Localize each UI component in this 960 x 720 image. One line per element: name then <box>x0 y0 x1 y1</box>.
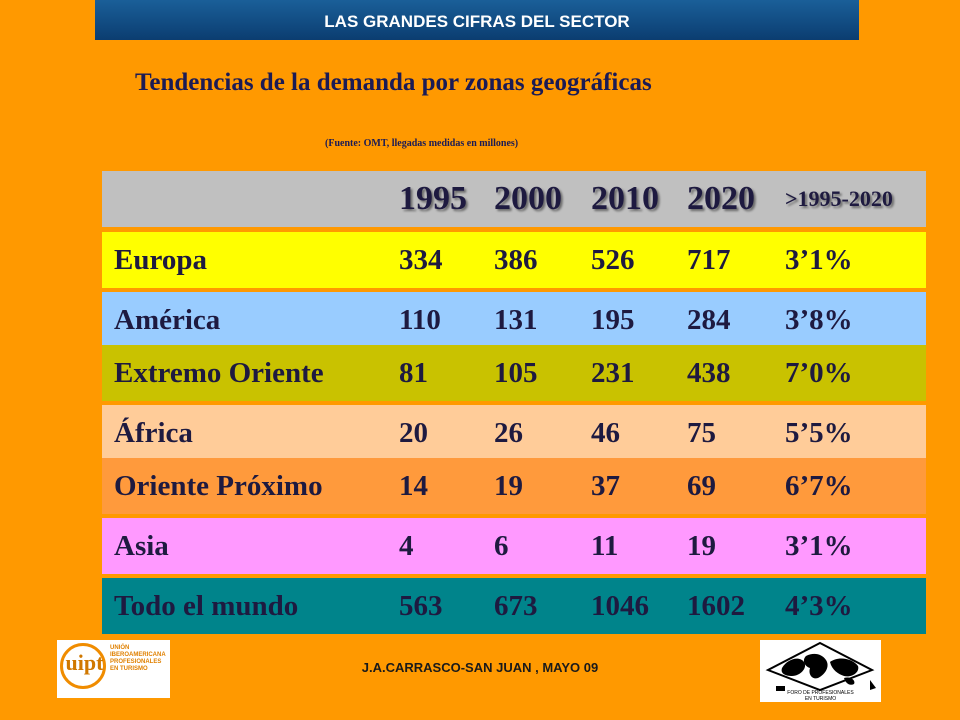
value-1995: 81 <box>399 357 428 389</box>
uipt-logo: uipt UNIÓN IBEROAMERICANA PROFESIONALES … <box>57 640 170 698</box>
value-2020: 75 <box>687 417 716 449</box>
table-row-todo-el-mundo: Todo el mundo 563 673 1046 1602 4’3% <box>102 578 926 634</box>
zone-label: Europa <box>114 244 207 276</box>
zone-label: Oriente Próximo <box>114 470 323 502</box>
value-2000: 673 <box>494 590 538 622</box>
table-header-row: 1995 2000 2010 2020 >1995-2020 <box>102 171 926 227</box>
column-header-2010: 2010 <box>591 180 659 217</box>
value-2010: 46 <box>591 417 620 449</box>
value-growth: 3’1% <box>785 530 853 562</box>
zone-label: América <box>114 304 221 336</box>
table-row-europa: Europa 334 386 526 717 3’1% <box>102 232 926 288</box>
slide-title: Tendencias de la demanda por zonas geogr… <box>135 69 652 96</box>
table-row-america: América 110 131 195 284 3’8% <box>102 292 926 348</box>
value-2000: 19 <box>494 470 523 502</box>
value-1995: 563 <box>399 590 443 622</box>
value-2000: 26 <box>494 417 523 449</box>
value-2010: 526 <box>591 244 635 276</box>
value-growth: 6’7% <box>785 470 853 502</box>
zone-label: Extremo Oriente <box>114 357 324 389</box>
value-1995: 20 <box>399 417 428 449</box>
value-2010: 37 <box>591 470 620 502</box>
value-2020: 1602 <box>687 590 745 622</box>
zone-label: Asia <box>114 530 169 562</box>
value-growth: 4’3% <box>785 590 853 622</box>
foro-caption-1: FORO DE PROFESIONALES <box>787 690 854 696</box>
source-note: (Fuente: OMT, llegadas medidas en millon… <box>325 138 519 149</box>
value-2020: 284 <box>687 304 731 336</box>
column-header-2020: 2020 <box>687 180 755 217</box>
uipt-logo-mark: uipt <box>65 650 104 675</box>
value-1995: 334 <box>399 244 443 276</box>
uipt-logo-text: UNIÓN IBEROAMERICANA PROFESIONALES EN TU… <box>110 645 166 672</box>
world-map-icon <box>765 641 876 692</box>
value-1995: 4 <box>399 530 414 562</box>
value-2010: 231 <box>591 357 635 389</box>
column-header-1995: 1995 <box>399 180 467 217</box>
footer-credit: J.A.CARRASCO-SAN JUAN , MAYO 09 <box>361 660 599 675</box>
value-2000: 386 <box>494 244 538 276</box>
value-1995: 14 <box>399 470 428 502</box>
table-row-africa: África 20 26 46 75 5’5% <box>102 405 926 461</box>
table-row-oriente-proximo: Oriente Próximo 14 19 37 69 6’7% <box>102 458 926 514</box>
uipt-circle-icon <box>60 643 106 689</box>
value-2020: 69 <box>687 470 716 502</box>
value-growth: 3’1% <box>785 244 853 276</box>
value-2020: 717 <box>687 244 731 276</box>
foro-profesionales-logo: FORO DE PROFESIONALES EN TURISMO <box>760 640 881 702</box>
zone-label: África <box>114 417 193 449</box>
value-growth: 3’8% <box>785 304 853 336</box>
value-1995: 110 <box>399 304 441 336</box>
value-2000: 105 <box>494 357 538 389</box>
foro-caption-2: EN TURISMO <box>804 696 837 702</box>
value-2010: 11 <box>591 530 619 562</box>
value-2000: 6 <box>494 530 509 562</box>
value-2010: 1046 <box>591 590 649 622</box>
column-header-growth: >1995-2020 <box>785 186 893 211</box>
column-header-2000: 2000 <box>494 180 562 217</box>
value-2020: 19 <box>687 530 716 562</box>
value-2000: 131 <box>494 304 538 336</box>
value-growth: 7’0% <box>785 357 853 389</box>
table-row-asia: Asia 4 6 11 19 3’1% <box>102 518 926 574</box>
value-2020: 438 <box>687 357 731 389</box>
value-2010: 195 <box>591 304 635 336</box>
table-row-extremo-oriente: Extremo Oriente 81 105 231 438 7’0% <box>102 345 926 401</box>
value-growth: 5’5% <box>785 417 853 449</box>
title-banner: LAS GRANDES CIFRAS DEL SECTOR <box>95 0 859 40</box>
zone-label: Todo el mundo <box>114 590 299 622</box>
